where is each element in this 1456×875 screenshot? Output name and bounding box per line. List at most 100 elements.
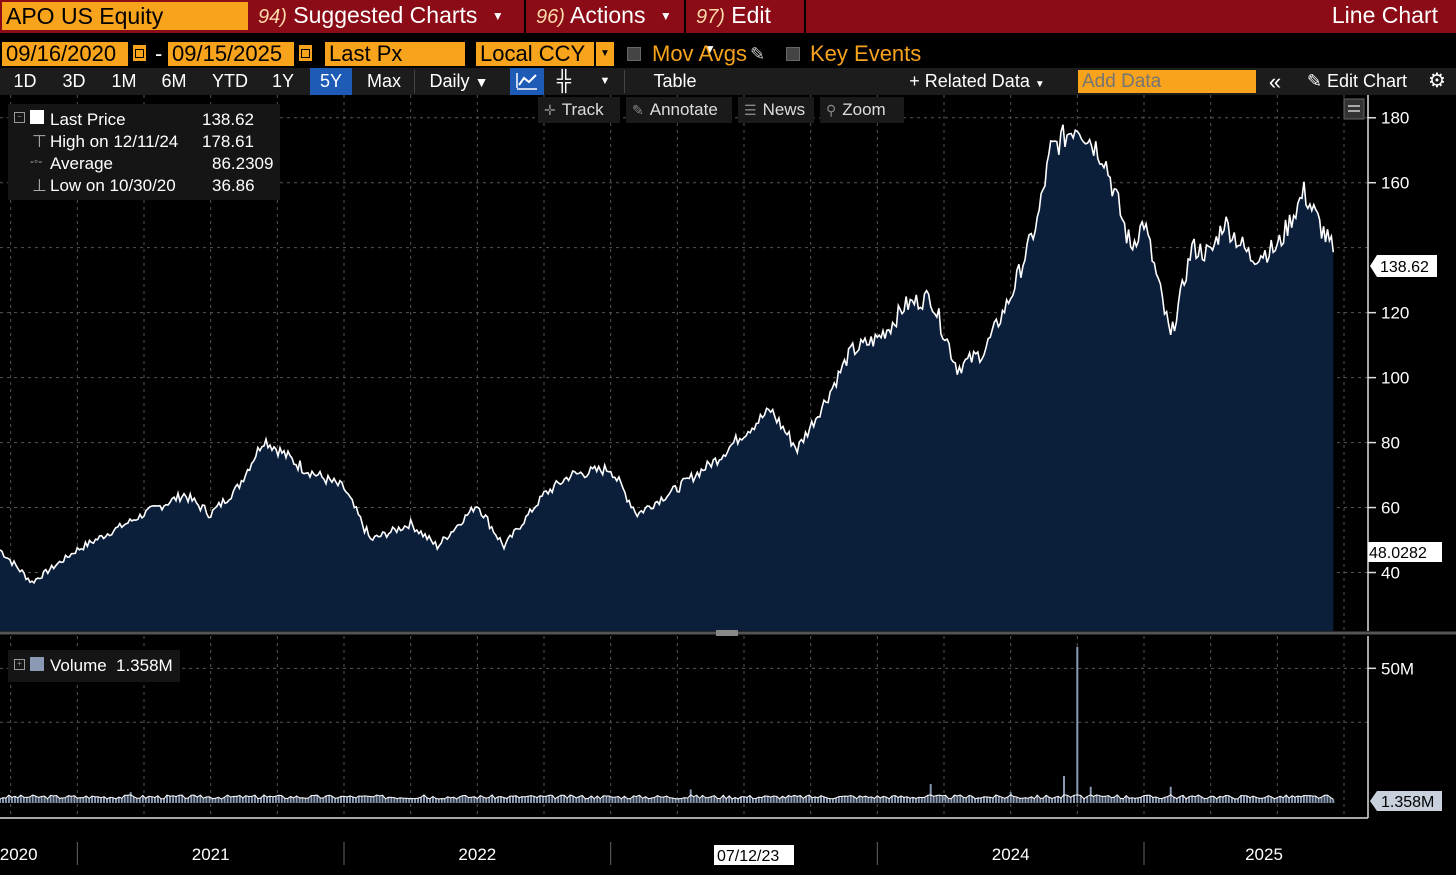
price-line xyxy=(0,124,1335,585)
year-label: 2022 xyxy=(458,845,496,864)
crosshair-date-tag: 07/12/23 xyxy=(714,845,794,865)
security-field[interactable]: APO US Equity xyxy=(2,2,248,30)
suggested-charts-menu[interactable]: 94) Suggested Charts ▼ xyxy=(250,0,526,33)
menu-label: Suggested Charts xyxy=(293,2,478,28)
range-5y-button[interactable]: 5Y xyxy=(310,68,352,95)
field-selector[interactable]: Last Px xyxy=(325,42,465,66)
range-1y-button[interactable]: 1Y xyxy=(271,71,295,91)
range-1d-button[interactable]: 1D xyxy=(13,71,37,91)
key-events-label[interactable]: Key Events xyxy=(810,41,922,66)
start-date-input[interactable]: 09/16/2020 xyxy=(2,42,128,66)
high-marker-icon: ⊤ xyxy=(32,132,47,151)
caret-down-icon: ▼ xyxy=(659,9,672,24)
calendar-icon[interactable] xyxy=(133,45,146,61)
news-tool[interactable]: ☰ News xyxy=(738,97,814,123)
volume-label: Volume xyxy=(50,656,107,675)
menu-label: Actions xyxy=(570,2,646,28)
menu-number: 97) xyxy=(696,6,725,28)
track-tool[interactable]: ✛ Track xyxy=(538,97,620,123)
collapse-icon[interactable]: « xyxy=(1268,69,1282,94)
volume-legend: + Volume 1.358M xyxy=(8,650,180,682)
actions-menu[interactable]: 96) Actions ▼ xyxy=(528,0,686,33)
track-label: Track xyxy=(561,100,604,119)
price-tick-label: 120 xyxy=(1381,304,1409,323)
news-icon: ☰ xyxy=(744,102,757,118)
annotate-tool[interactable]: ✎ Annotate xyxy=(626,97,732,123)
price-legend: − Last Price 138.62 ⊤ High on 12/11/24 1… xyxy=(8,104,280,200)
date-separator: - xyxy=(155,41,163,66)
collapse-legend-icon[interactable]: − xyxy=(14,112,25,123)
range-3d-button[interactable]: 3D xyxy=(62,71,86,91)
price-tick-label: 60 xyxy=(1381,499,1400,518)
low-marker-icon: ⊥ xyxy=(32,176,47,195)
series-swatch xyxy=(30,110,44,124)
related-data-button[interactable]: + Related Data ▼ xyxy=(892,68,1062,95)
mov-avgs-checkbox[interactable] xyxy=(627,47,641,61)
volume-value: 1.358M xyxy=(116,656,173,675)
average-marker-icon: -◦- xyxy=(30,154,43,168)
range-6m-button[interactable]: 6M xyxy=(161,71,187,91)
last-price-tag-text: 138.62 xyxy=(1380,259,1429,276)
volume-average-line xyxy=(0,794,1334,800)
zoom-tool[interactable]: ⚲ Zoom xyxy=(820,97,904,123)
currency-dropdown-icon[interactable]: ▼ xyxy=(596,42,614,66)
average-value: 86.2309 xyxy=(212,154,274,173)
chart-type-dropdown-icon[interactable]: ▼ xyxy=(599,75,611,87)
high-value: 178.61 xyxy=(202,132,254,151)
gear-icon[interactable]: ⚙ xyxy=(1428,70,1446,92)
frequency-label: Daily xyxy=(429,71,470,91)
mov-avgs-label[interactable]: Mov Avgs xyxy=(652,41,747,66)
annotate-icon: ✎ xyxy=(632,102,644,118)
volume-tag: 1.358M xyxy=(1370,791,1442,811)
window-title: Line Chart xyxy=(1331,2,1438,28)
price-tick-label: 160 xyxy=(1381,174,1409,193)
key-events-checkbox[interactable] xyxy=(786,47,800,61)
scale-toggle-icon[interactable] xyxy=(1343,98,1365,120)
volume-series xyxy=(0,646,1335,803)
volume-axis: 50M xyxy=(1368,659,1414,678)
price-tick-label: 80 xyxy=(1381,434,1400,453)
add-data-input-box[interactable] xyxy=(1078,70,1256,93)
edit-chart-button[interactable]: ✎ Edit Chart xyxy=(1294,68,1420,95)
price-area xyxy=(0,124,1334,631)
edit-chart-label: Edit Chart xyxy=(1327,71,1408,91)
edit-menu[interactable]: 97) Edit ▼ xyxy=(688,0,806,56)
collapse-legend-icon[interactable]: + xyxy=(14,659,25,670)
divider xyxy=(624,70,625,93)
bar-chart-type-icon[interactable]: ╬ xyxy=(556,70,572,92)
range-1m-button[interactable]: 1M xyxy=(111,71,137,91)
caret-down-icon: ▼ xyxy=(474,74,489,90)
last-price-label: Last Price xyxy=(50,110,126,129)
crosshair-icon: ✛ xyxy=(544,102,556,118)
line-chart-icon[interactable] xyxy=(510,68,544,95)
year-label: 2025 xyxy=(1245,845,1283,864)
scale-toggle-bar xyxy=(1348,110,1360,112)
frequency-dropdown[interactable]: Daily ▼ xyxy=(418,68,500,95)
year-label: 2021 xyxy=(192,845,230,864)
menu-label: Edit xyxy=(731,2,771,28)
last-price-value: 138.62 xyxy=(202,110,254,129)
currency-selector[interactable]: Local CCY xyxy=(476,42,594,66)
high-label: High on 12/11/24 xyxy=(50,132,179,151)
range-max-button[interactable]: Max xyxy=(366,71,401,91)
average-tag: 48.0282 xyxy=(1368,542,1442,562)
average-tag-text: 48.0282 xyxy=(1369,545,1427,562)
table-button[interactable]: Table xyxy=(653,71,697,91)
average-label: Average xyxy=(50,154,114,173)
calendar-icon[interactable] xyxy=(299,45,312,61)
crosshair-date-text: 07/12/23 xyxy=(717,848,779,865)
caret-down-icon: ▼ xyxy=(491,9,504,24)
menu-number: 96) xyxy=(536,6,565,28)
range-ytd-button[interactable]: YTD xyxy=(212,71,248,91)
pane-resize-handle[interactable] xyxy=(716,630,738,636)
pencil-icon: ✎ xyxy=(1306,71,1328,91)
add-data-input[interactable] xyxy=(1078,70,1256,93)
pencil-icon[interactable]: ✎ xyxy=(750,44,766,64)
end-date-input[interactable]: 09/15/2025 xyxy=(168,42,294,66)
volume-tag-text: 1.358M xyxy=(1381,794,1434,811)
caret-down-icon: ▼ xyxy=(704,42,716,57)
menu-number: 94) xyxy=(258,6,287,28)
divider xyxy=(414,70,415,93)
price-series xyxy=(0,124,1335,631)
